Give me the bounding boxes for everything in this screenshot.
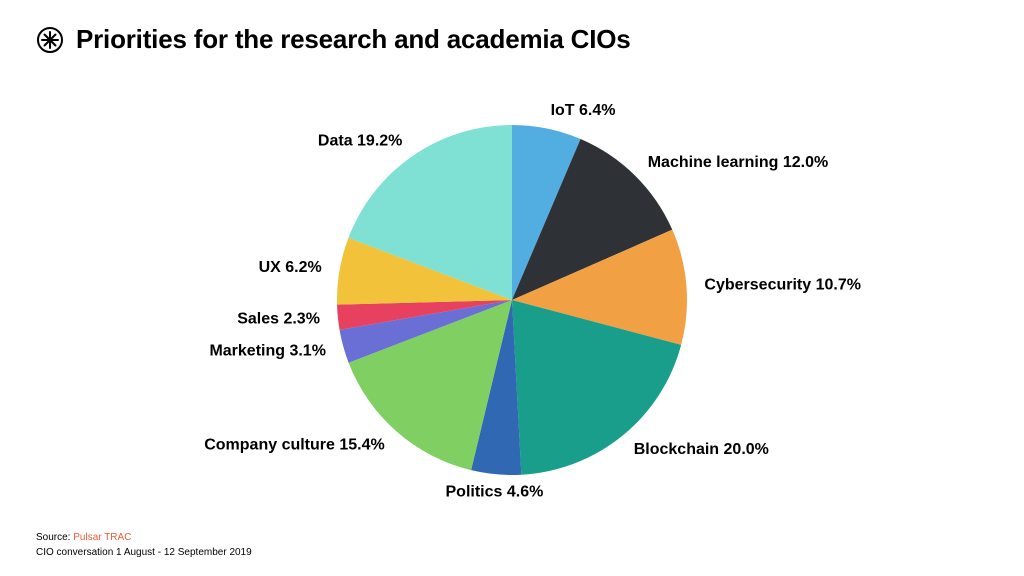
footer: Source: Pulsar TRAC CIO conversation 1 A… [36,530,252,560]
source-label: Source: [36,532,73,543]
slice-label: IoT 6.4% [551,102,616,119]
slice-label: Politics 4.6% [446,483,544,500]
slice-label: Sales 2.3% [237,310,320,327]
asterisk-circle-icon [36,26,64,54]
slice-label: Marketing 3.1% [209,342,325,359]
source-line: Source: Pulsar TRAC [36,530,252,545]
page-title: Priorities for the research and academia… [76,24,631,55]
slice-label: Company culture 15.4% [204,436,385,453]
header: Priorities for the research and academia… [36,24,631,55]
slice-label: Machine learning 12.0% [648,154,829,171]
slice-label: Blockchain 20.0% [634,441,769,458]
source-detail: CIO conversation 1 August - 12 September… [36,545,252,560]
slice-label: UX 6.2% [259,259,322,276]
slice-label: Data 19.2% [318,132,403,149]
source-name: Pulsar TRAC [73,532,131,543]
pie-chart: IoT 6.4% Machine learning 12.0% Cybersecur… [0,60,1024,520]
page: Priorities for the research and academia… [0,0,1024,576]
pie-slices [337,125,687,475]
slice-label: Cybersecurity 10.7% [704,276,861,293]
